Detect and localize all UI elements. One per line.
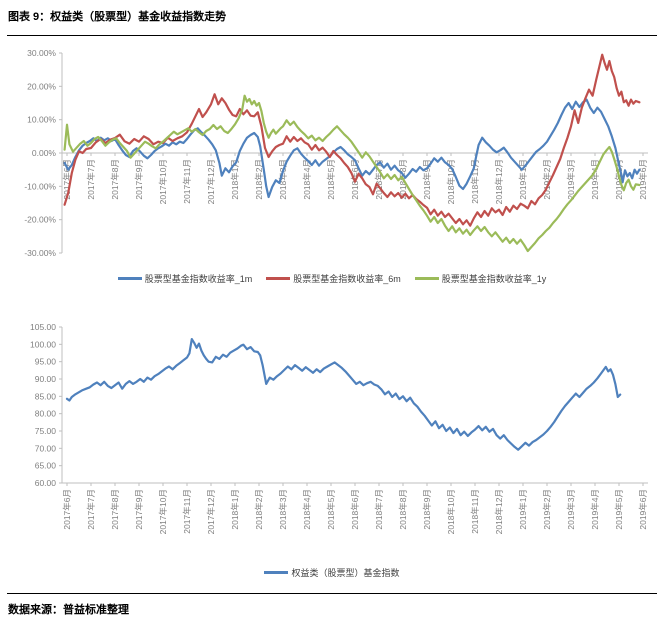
y-tick-label: 70.00 [35,443,57,453]
x-tick-label: 2019年2月 [542,159,552,200]
page-title: 图表 9：权益类（股票型）基金收益指数走势 [8,11,227,23]
x-tick-label: 2017年7月 [86,489,96,530]
legend-item-1m: 股票型基金指数收益率_1m [117,272,253,285]
legend-item-1y: 股票型基金指数收益率_1y [414,272,547,285]
x-tick-label: 2018年9月 [422,489,432,530]
y-tick-label: 65.00 [35,461,57,471]
legend-item-index: 权益类（股票型）基金指数 [264,566,400,579]
x-tick-label: 2019年6月 [638,159,648,200]
x-tick-label: 2018年12月 [494,159,504,204]
x-tick-label: 2019年1月 [518,159,528,200]
x-tick-label: 2018年11月 [470,159,480,204]
legend-item-6m: 股票型基金指数收益率_6m [266,272,401,285]
x-tick-label: 2017年8月 [110,159,120,200]
series-line-股票型基金指数收益率_1m [63,98,641,199]
x-tick-label: 2017年7月 [86,159,96,200]
x-tick-label: 2018年6月 [350,489,360,530]
y-tick-label: 95.00 [35,357,57,367]
x-tick-label: 2019年3月 [566,159,576,200]
x-tick-label: 2018年2月 [254,489,264,530]
data-source-note: 数据来源：普益标准整理 [8,604,129,616]
x-tick-label: 2018年1月 [230,159,240,200]
x-tick-label: 2018年7月 [374,159,384,200]
legend-label-1m: 股票型基金指数收益率_1m [144,274,253,284]
y-tick-label: -30.00% [24,248,56,258]
x-tick-label: 2018年8月 [398,489,408,530]
legend-swatch-1m-icon [117,277,142,280]
x-tick-label: 2019年2月 [542,489,552,530]
x-tick-label: 2018年10月 [446,489,456,534]
x-tick-label: 2018年10月 [446,159,456,204]
x-tick-label: 2017年12月 [206,489,216,534]
x-tick-label: 2018年12月 [494,489,504,534]
x-tick-label: 2018年3月 [278,489,288,530]
legend-swatch-6m-icon [266,277,291,280]
x-tick-label: 2017年10月 [158,489,168,534]
y-tick-label: -10.00% [24,181,56,191]
x-tick-label: 2017年9月 [134,159,144,200]
x-tick-label: 2017年6月 [62,489,72,530]
x-tick-label: 2017年12月 [206,159,216,204]
x-tick-label: 2018年5月 [326,489,336,530]
series-line-股票型基金指数收益率_6m [63,53,641,227]
x-tick-label: 2019年4月 [590,159,600,200]
x-tick-label: 2019年4月 [590,489,600,530]
y-tick-label: 60.00 [35,478,57,488]
x-tick-label: 2018年7月 [374,489,384,530]
x-tick-label: 2019年1月 [518,489,528,530]
x-tick-label: 2018年5月 [326,159,336,200]
legend-swatch-index-icon [264,571,289,574]
y-tick-label: 20.00% [27,81,56,91]
y-tick-label: 30.00% [27,48,56,58]
x-tick-label: 2019年5月 [614,489,624,530]
legend-label-index: 权益类（股票型）基金指数 [291,568,400,578]
y-tick-label: 85.00 [35,391,57,401]
x-tick-label: 2017年6月 [62,159,72,200]
title-divider [7,35,657,36]
x-tick-label: 2017年11月 [182,159,192,204]
legend-top: 股票型基金指数收益率_1m 股票型基金指数收益率_6m 股票型基金指数收益率_1… [0,272,664,285]
y-tick-label: 100.00 [30,339,56,349]
chart-index: 105.00 100.00 95.00 90.00 85.00 80.00 75.00 70.… [30,322,648,534]
x-tick-label: 2017年10月 [158,159,168,204]
legend-label-6m: 股票型基金指数收益率_6m [293,274,401,284]
x-tick-label: 2019年6月 [638,489,648,530]
legend-bottom: 权益类（股票型）基金指数 [0,566,664,579]
y-tick-label: 75.00 [35,426,57,436]
x-tick-label: 2018年9月 [422,159,432,200]
series-line-股票型基金指数收益率_1y [63,94,641,253]
y-tick-label: 0.00% [32,148,57,158]
x-tick-label: 2018年11月 [470,489,480,534]
y-tick-label: -20.00% [24,215,56,225]
y-tick-label: 10.00% [27,115,56,125]
series-line-权益类（股票型）基金指数 [65,338,622,451]
legend-label-1y: 股票型基金指数收益率_1y [441,274,547,284]
y-tick-label: 105.00 [30,322,56,332]
y-tick-label: 90.00 [35,374,57,384]
x-tick-label: 2017年11月 [182,489,192,534]
x-tick-label: 2018年3月 [278,159,288,200]
chart-returns: 30.00% 20.00% 10.00% 0.00% -10.00% -20.00% -30… [24,48,648,258]
x-tick-label: 2018年4月 [302,159,312,200]
x-tick-label: 2018年2月 [254,159,264,200]
x-tick-label: 2017年8月 [110,489,120,530]
x-tick-label: 2018年1月 [230,489,240,530]
x-tick-label: 2017年9月 [134,489,144,530]
x-tick-label: 2018年4月 [302,489,312,530]
legend-swatch-1y-icon [414,277,439,280]
y-tick-label: 80.00 [35,409,57,419]
x-tick-label: 2019年3月 [566,489,576,530]
footer-divider [7,593,657,594]
